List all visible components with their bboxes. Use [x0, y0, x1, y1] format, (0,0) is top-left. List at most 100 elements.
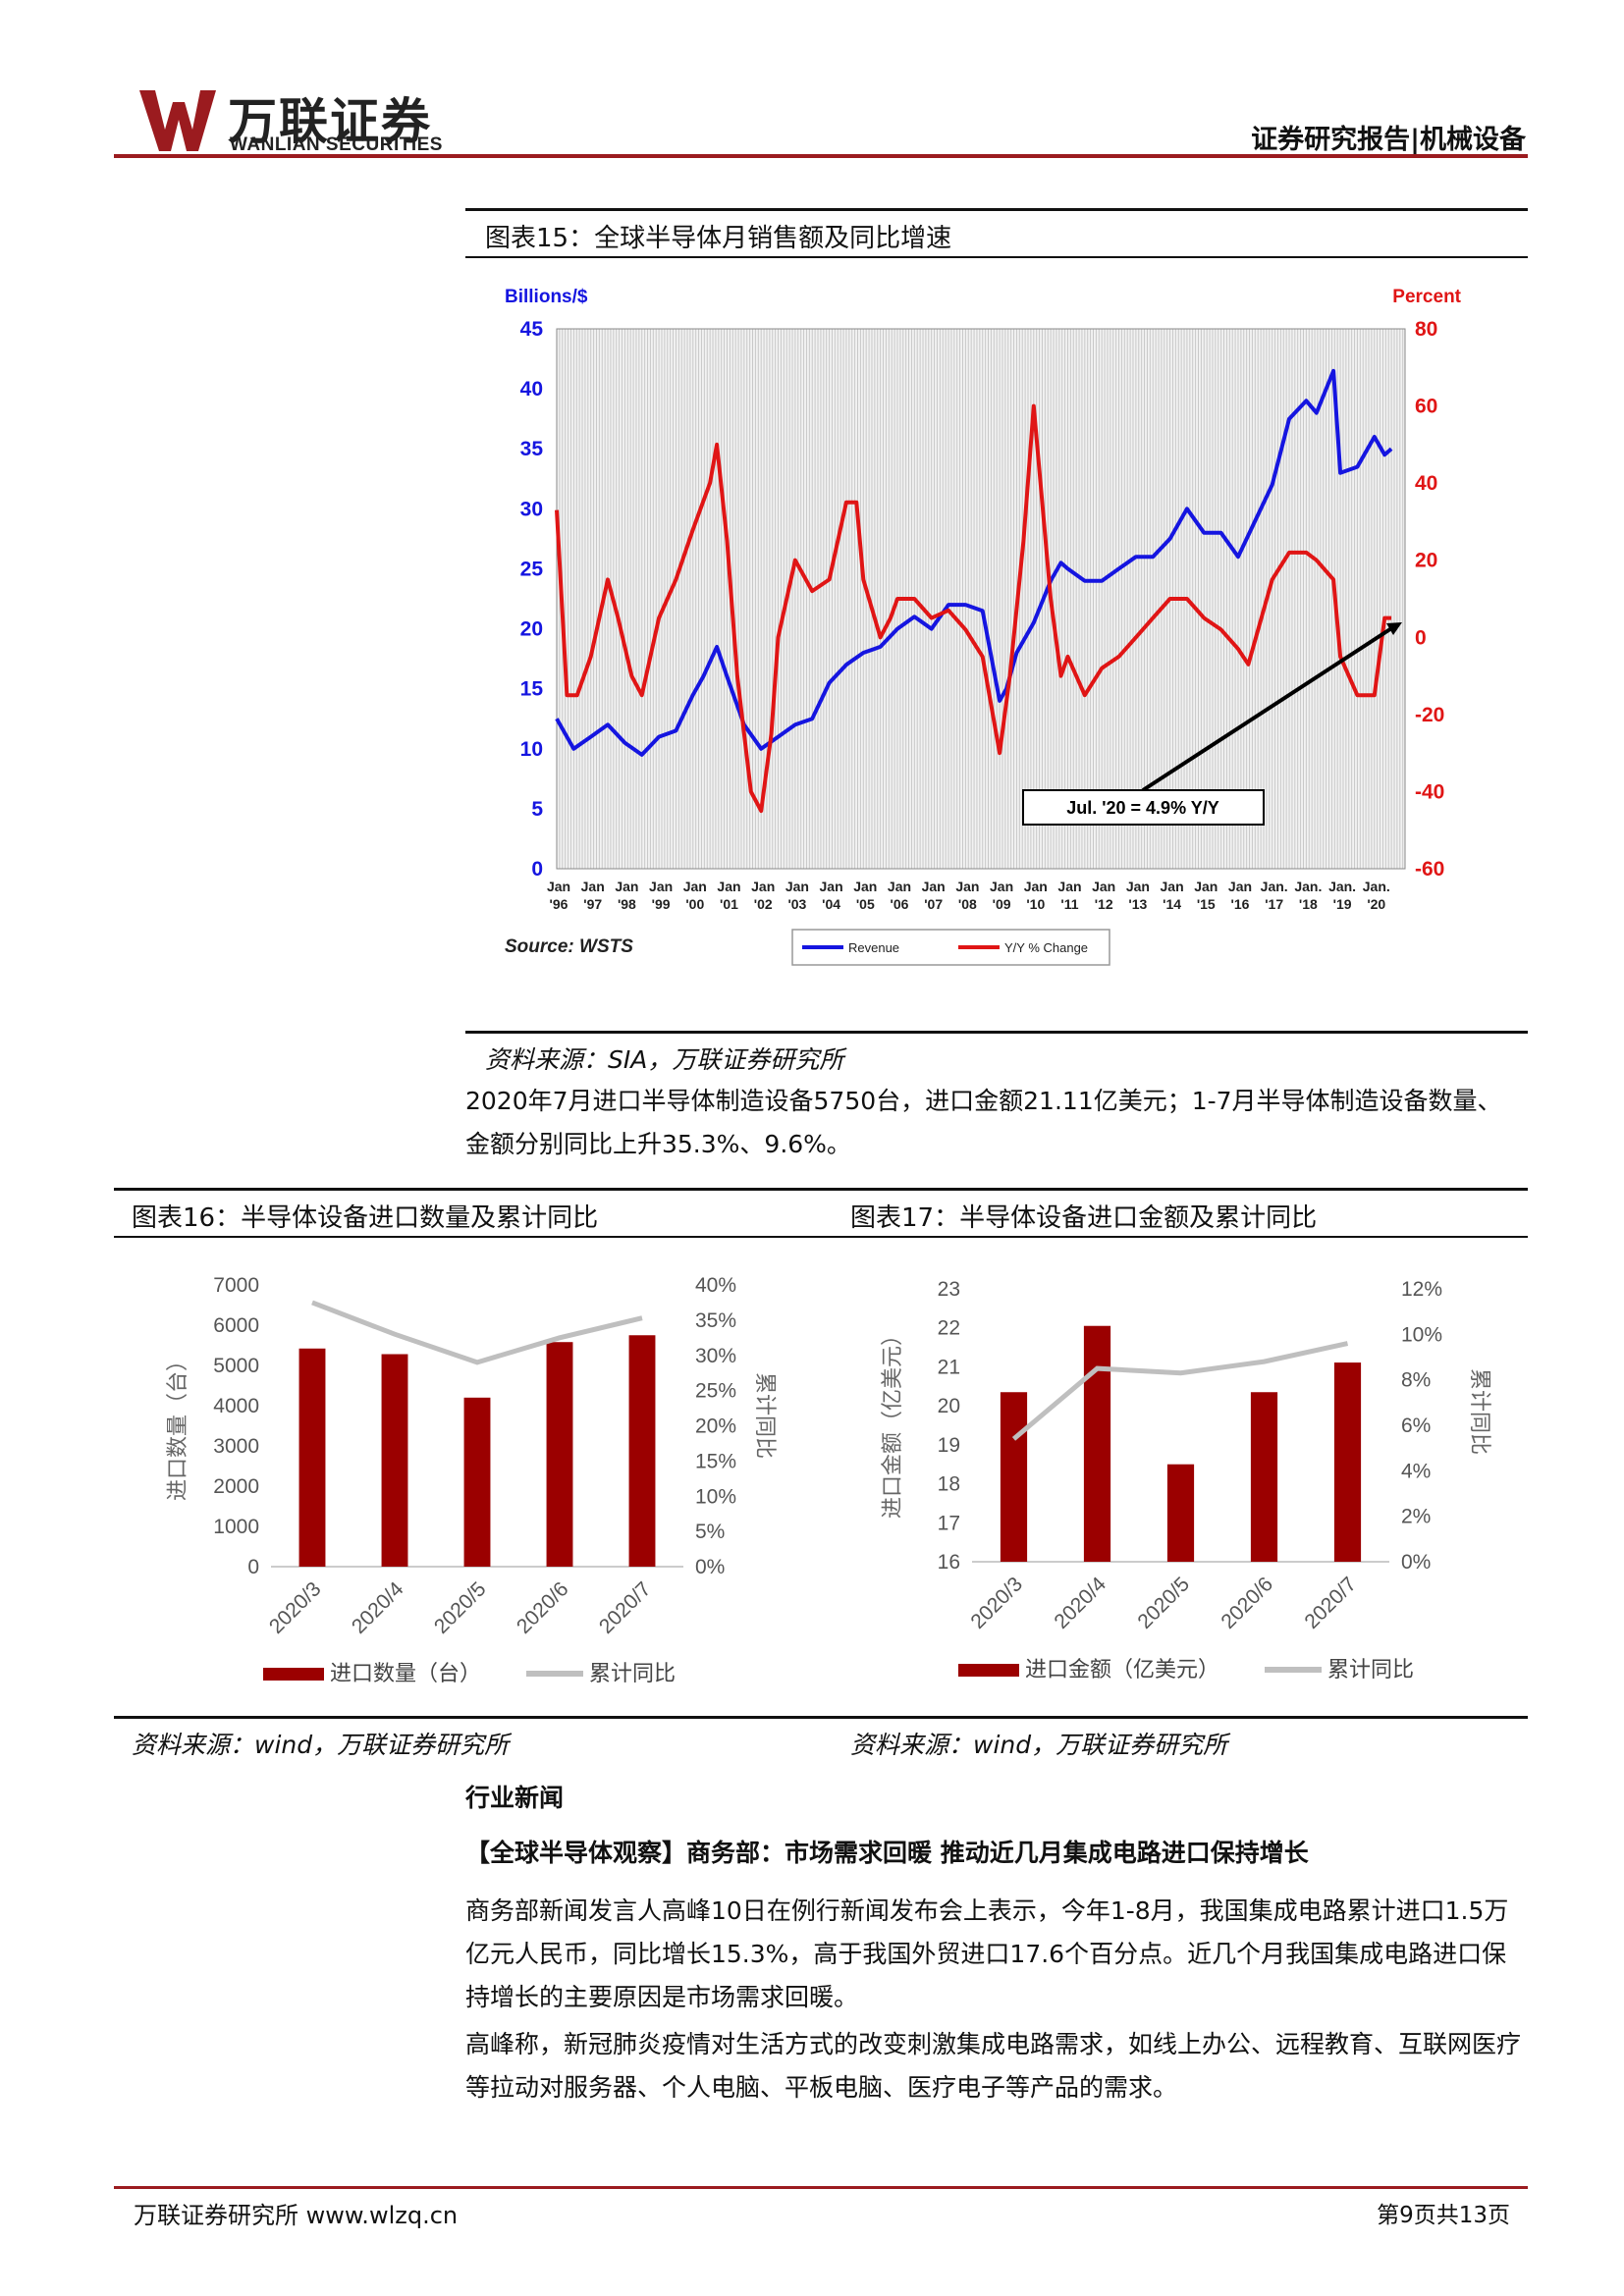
fig17-x-tick: 2020/6 — [1217, 1573, 1277, 1633]
fig15-right-tick: -60 — [1415, 858, 1444, 881]
fig15-right-tick: 40 — [1415, 472, 1437, 495]
fig15-left-tick: 15 — [520, 678, 544, 701]
fig16-y-tick: 4000 — [213, 1395, 259, 1417]
fig17-right-tick: 0% — [1401, 1551, 1431, 1574]
fig17-bar — [1000, 1392, 1028, 1562]
fig15-x-tick: '18 — [1299, 896, 1318, 912]
fig15-x-tick: Jan. — [1328, 879, 1356, 894]
fig15-title: 图表15：全球半导体月销售额及同比增速 — [485, 224, 952, 253]
fig16-y-tick: 3000 — [213, 1435, 259, 1458]
fig15-series-yoy — [555, 403, 1392, 814]
fig15-x-tick: Jan — [615, 879, 638, 894]
fig16-y-tick: 2000 — [213, 1475, 259, 1498]
fig17-right-tick: 10% — [1401, 1323, 1442, 1346]
fig15-right-tick: 0 — [1415, 626, 1427, 649]
fig17-legend-bar: 进口金额（亿美元） — [1025, 1657, 1219, 1682]
fig15-x-tick: '15 — [1197, 896, 1216, 912]
logo-icon — [139, 90, 216, 151]
fig15-x-tick: Jan — [888, 879, 911, 894]
fig16-right-axis-label: 累计同比 — [753, 1372, 778, 1459]
fig15-x-tick: Jan — [990, 879, 1013, 894]
fig15-x-tick: '04 — [822, 896, 840, 912]
fig15-x-tick: Jan — [751, 879, 775, 894]
fig16-right-tick: 15% — [695, 1450, 736, 1472]
paragraph-import-stats: 2020年7月进口半导体制造设备5750台，进口金额21.11亿美元；1-7月半… — [465, 1087, 1502, 1158]
fig15-arrowhead — [1386, 622, 1402, 635]
fig16-x-tick: 2020/6 — [513, 1577, 573, 1638]
fig16-bar — [381, 1354, 408, 1567]
fig16-x-tick: 2020/7 — [595, 1577, 656, 1638]
fig15-x-tick: Jan — [922, 879, 946, 894]
fig17-y-tick: 23 — [938, 1278, 960, 1301]
page-number: 第9页共13页 — [1377, 2203, 1510, 2228]
fig15-x-tick: '08 — [958, 896, 977, 912]
fig15-x-tick: '97 — [583, 896, 602, 912]
fig17-right-tick: 12% — [1401, 1278, 1442, 1301]
fig15-x-tick: '10 — [1026, 896, 1045, 912]
fig17-bar — [1333, 1362, 1362, 1562]
fig16-legend-swatch-bar — [263, 1668, 324, 1681]
fig17-x-tick: 2020/4 — [1050, 1573, 1110, 1633]
footer-left: 万联证券研究所 www.wlzq.cn — [134, 2202, 459, 2229]
fig16-right-tick: 30% — [695, 1345, 736, 1367]
fig15-annotation-text: Jul. '20 = 4.9% Y/Y — [1066, 798, 1219, 818]
fig17-right-tick: 6% — [1401, 1415, 1431, 1437]
fig15-right-tick: 20 — [1415, 550, 1437, 572]
fig16-right-tick: 0% — [695, 1556, 725, 1578]
fig16-x-tick: 2020/3 — [265, 1577, 326, 1638]
fig16-bar — [298, 1348, 326, 1567]
fig15-x-tick: Jan — [955, 879, 979, 894]
fig15-right-tick: -40 — [1415, 780, 1444, 803]
fig17-y-tick: 17 — [938, 1512, 960, 1534]
fig17-y-tick: 22 — [938, 1317, 960, 1340]
fig15-x-tick: '09 — [993, 896, 1011, 912]
fig17-legend-swatch-bar — [958, 1664, 1019, 1677]
fig15-x-tick: '98 — [618, 896, 636, 912]
fig16-source: 资料来源：wind，万联证券研究所 — [132, 1731, 510, 1759]
fig15-chart: Billions/$ Percent 45 40 35 30 25 20 15 10 5 0 80… — [465, 265, 1528, 991]
fig15-right-axis-label: Percent — [1392, 287, 1461, 307]
fig16-bar — [628, 1335, 656, 1567]
fig17-y-tick: 21 — [938, 1356, 960, 1378]
fig17-source: 资料来源：wind，万联证券研究所 — [850, 1731, 1228, 1759]
fig16-17-bottom-rule — [114, 1716, 1528, 1719]
fig15-right-tick: -20 — [1415, 704, 1444, 726]
fig15-x-tick: Jan — [649, 879, 673, 894]
fig15-x-tick: Jan — [1194, 879, 1218, 894]
fig15-x-tick: Jan. — [1294, 879, 1322, 894]
fig17-line-series — [1011, 1341, 1349, 1441]
fig17-right-tick: 4% — [1401, 1460, 1431, 1482]
fig15-x-tick: Jan — [1057, 879, 1081, 894]
fig17-x-tick: 2020/3 — [966, 1573, 1027, 1633]
fig16-x-tick: 2020/5 — [430, 1577, 491, 1638]
fig15-x-tick: Jan — [581, 879, 605, 894]
fig15-x-tick: Jan. — [1261, 879, 1288, 894]
fig16-y-tick: 7000 — [213, 1274, 259, 1297]
fig17-y-tick: 20 — [938, 1395, 960, 1417]
news-section-title: 行业新闻 — [465, 1784, 565, 1812]
fig15-left-ticks: 45 40 35 30 25 20 15 10 5 0 — [520, 318, 544, 881]
fig17-bar — [1083, 1325, 1111, 1562]
fig15-source-label: Source: WSTS — [505, 936, 633, 957]
logo-text-en: WANLIAN SECURITIES — [230, 134, 443, 155]
fig15-series-revenue — [555, 368, 1393, 757]
fig15-left-axis-label: Billions/$ — [505, 287, 588, 307]
fig17-right-tick: 8% — [1401, 1369, 1431, 1392]
fig15-x-tick: Jan. — [1363, 879, 1390, 894]
footer-divider — [114, 2186, 1528, 2189]
fig15-bottom-rule — [465, 1031, 1528, 1034]
fig15-x-tick: '00 — [685, 896, 704, 912]
fig15-x-tick: Jan — [1024, 879, 1048, 894]
fig17-chart: 23 22 21 20 19 18 17 16 12% 10% 8% 6% 4% 2% 0% 2020/3 20… — [880, 1278, 1492, 1682]
fig16-bar — [546, 1342, 573, 1567]
fig15-left-tick: 5 — [531, 798, 543, 821]
fig15-x-ticks: Jan '96 Jan '97 Jan '98 Jan '99 Jan '00 Jan '01 Jan '… — [547, 879, 1390, 912]
fig15-x-tick: '01 — [720, 896, 738, 912]
fig15-x-tick: Jan — [1228, 879, 1252, 894]
fig15-x-tick: '14 — [1163, 896, 1181, 912]
fig16-right-tick: 10% — [695, 1485, 736, 1508]
fig16-right-tick: 20% — [695, 1415, 736, 1438]
fig15-left-tick: 40 — [520, 378, 543, 400]
fig16-right-tick: 5% — [695, 1521, 725, 1543]
fig17-y-tick: 16 — [938, 1551, 960, 1574]
